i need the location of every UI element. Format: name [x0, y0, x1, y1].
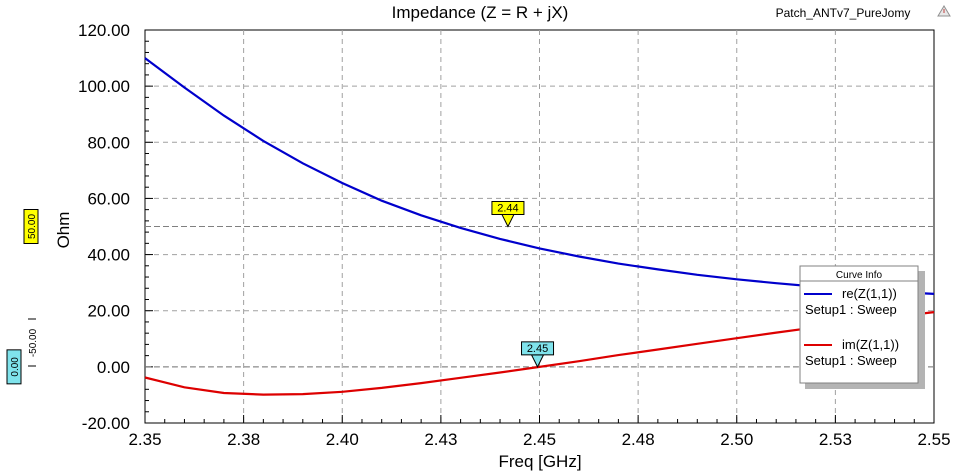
y-tick-label: 0.00	[97, 358, 130, 377]
x-tick-label: 2.50	[720, 430, 753, 449]
legend-box	[799, 265, 919, 384]
y-tick-label: 60.00	[87, 189, 130, 208]
ref-label-0: 0.00	[6, 349, 22, 385]
legend-series-sub: Setup1 : Sweep	[805, 302, 897, 317]
legend-series-name: im(Z(1,1))	[842, 337, 899, 352]
x-tick-label: 2.38	[227, 430, 260, 449]
x-axis-label: Freq [GHz]	[498, 452, 581, 471]
y-axis-label: Ohm	[54, 212, 73, 249]
y-tick-label: 120.00	[78, 21, 130, 40]
legend-title: Curve Info	[836, 270, 883, 281]
legend-series-sub: Setup1 : Sweep	[805, 353, 897, 368]
y-tick-label: 100.00	[78, 77, 130, 96]
legend[interactable]: Curve Info re(Z(1,1))Setup1 : Sweepim(Z(…	[799, 265, 925, 389]
chart-title: Impedance (Z = R + jX)	[392, 3, 569, 22]
project-name: Patch_ANTv7_PureJomy	[776, 6, 911, 20]
legend-series-name: re(Z(1,1))	[842, 286, 897, 301]
y-tick-label: 20.00	[87, 302, 130, 321]
x-tick-labels: 2.35 2.38 2.40 2.43 2.45 2.48 2.50 2.53 2.55	[128, 430, 950, 449]
ref-label-0-text: 0.00	[10, 357, 21, 377]
extra-axis-label-text: -50.00	[28, 328, 39, 357]
ref-label-50: 50.00	[23, 209, 39, 244]
y-tick-label: -20.00	[82, 414, 130, 433]
reference-side-labels: 50.00 0.00 -50.00	[6, 209, 39, 385]
marker-1[interactable]: 2.45	[521, 341, 555, 368]
y-tick-label: 40.00	[87, 246, 130, 265]
ref-label-50-box	[23, 209, 39, 244]
legend-item-0[interactable]: re(Z(1,1))Setup1 : Sweep	[804, 286, 897, 317]
marker-0[interactable]: 2.44	[491, 201, 525, 228]
collapse-arrow-icon[interactable]	[937, 5, 951, 17]
extra-axis-label: -50.00	[28, 328, 39, 357]
marker-label: 2.44	[497, 203, 518, 215]
marker-box	[491, 201, 525, 215]
x-tick-label: 2.35	[128, 430, 161, 449]
x-tick-label: 2.45	[523, 430, 556, 449]
x-tick-label: 2.48	[622, 430, 655, 449]
ref-label-50-text: 50.00	[27, 214, 38, 239]
y-tick-labels: 120.00 100.00 80.00 60.00 40.00 20.00 0.00 -20.…	[78, 21, 130, 433]
x-tick-label: 2.53	[819, 430, 852, 449]
x-tick-label: 2.43	[424, 430, 457, 449]
legend-item-1[interactable]: im(Z(1,1))Setup1 : Sweep	[804, 337, 899, 368]
marker-label: 2.45	[527, 343, 548, 355]
markers[interactable]: 2.44 2.45	[491, 201, 555, 368]
x-tick-label: 2.40	[326, 430, 359, 449]
marker-box	[521, 341, 555, 356]
ref-label-0-box	[6, 349, 22, 385]
x-tick-label: 2.55	[917, 430, 950, 449]
y-tick-label: 80.00	[87, 133, 130, 152]
